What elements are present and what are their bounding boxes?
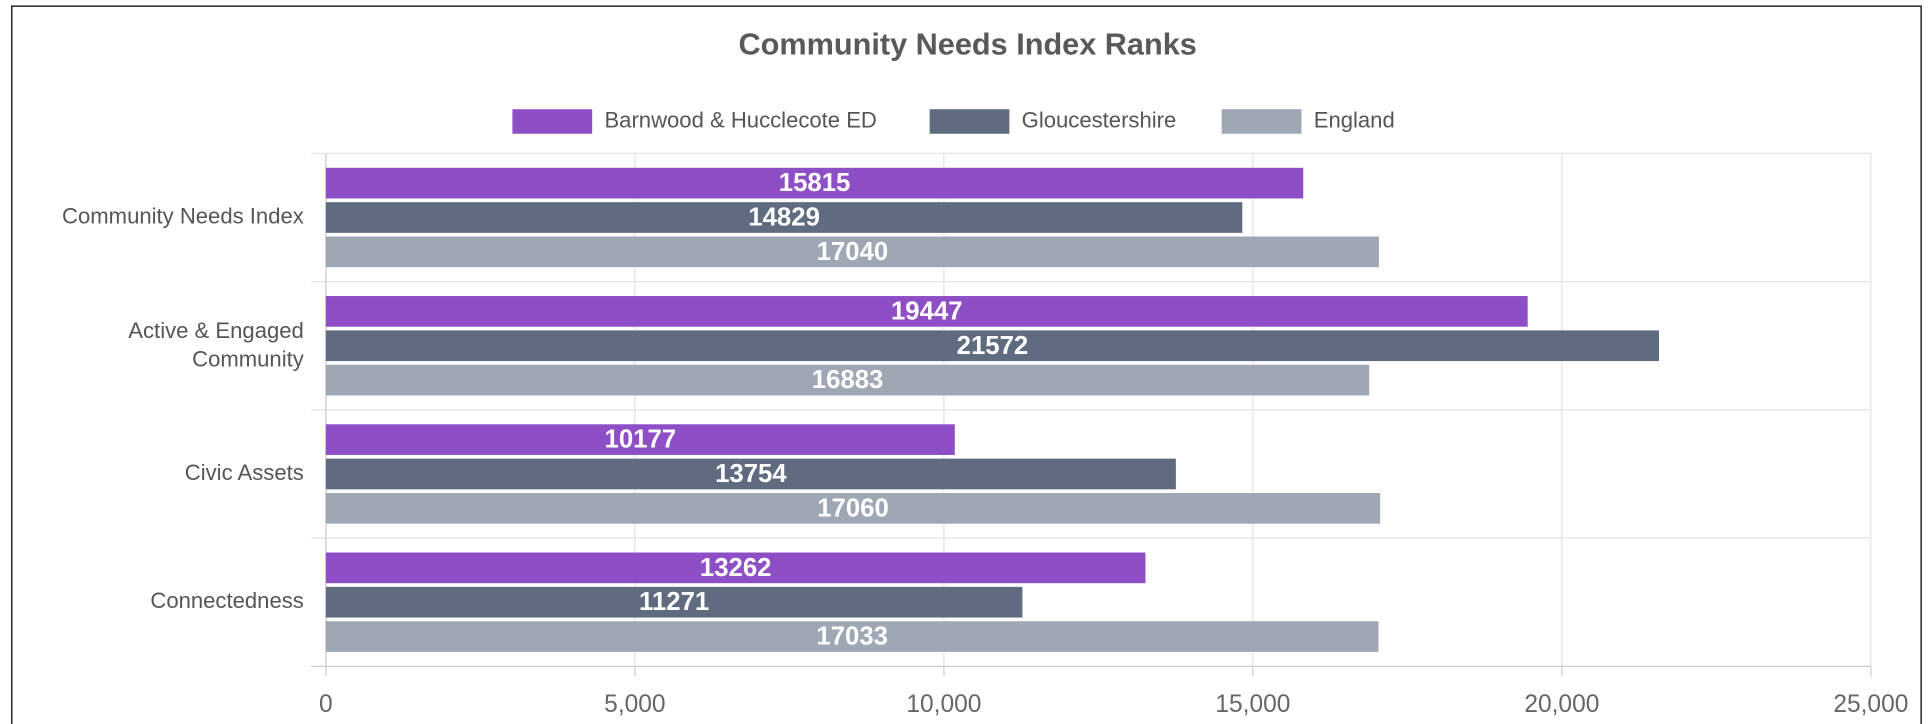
legend-label: Barnwood & Hucclecote ED bbox=[604, 107, 876, 132]
bar-value-label: 17040 bbox=[817, 238, 889, 266]
legend-swatch bbox=[512, 109, 593, 134]
bar-value-label: 13262 bbox=[700, 554, 772, 582]
bar bbox=[325, 202, 1243, 233]
bar bbox=[325, 296, 1528, 327]
bar bbox=[325, 492, 1381, 524]
bar bbox=[325, 458, 1176, 490]
x-tick-label: 15,000 bbox=[1215, 691, 1290, 718]
bar bbox=[325, 236, 1379, 268]
y-tick-label: Civic Assets bbox=[185, 460, 304, 485]
bar-value-label: 14829 bbox=[748, 204, 820, 232]
bar bbox=[325, 424, 955, 455]
bar-value-label: 19447 bbox=[891, 297, 963, 325]
bar bbox=[325, 330, 1659, 362]
legend-swatch bbox=[1221, 109, 1302, 134]
legend-label: England bbox=[1314, 107, 1395, 132]
bar-value-label: 15815 bbox=[779, 169, 851, 197]
bar bbox=[325, 552, 1146, 584]
x-tick-label: 20,000 bbox=[1524, 691, 1599, 718]
bar bbox=[325, 167, 1304, 199]
bar-value-label: 13754 bbox=[715, 460, 787, 488]
bar-value-label: 16883 bbox=[812, 366, 884, 394]
bar-value-label: 21572 bbox=[957, 332, 1029, 360]
bar-value-label: 17060 bbox=[817, 494, 889, 522]
legend-swatch bbox=[929, 109, 1010, 134]
bar bbox=[325, 621, 1379, 652]
bar bbox=[325, 364, 1370, 396]
bar bbox=[325, 586, 1023, 618]
legend-label: Gloucestershire bbox=[1022, 107, 1177, 132]
bar-value-label: 17033 bbox=[816, 623, 888, 651]
x-tick-label: 25,000 bbox=[1833, 691, 1908, 718]
y-tick-label: Active & Engaged Community bbox=[128, 318, 304, 371]
x-tick-label: 0 bbox=[319, 691, 333, 718]
bar-value-label: 11271 bbox=[639, 588, 709, 616]
bar-value-label: 10177 bbox=[605, 426, 677, 454]
x-tick-label: 5,000 bbox=[604, 691, 665, 718]
x-tick-label: 10,000 bbox=[906, 691, 981, 718]
chart-title: Community Needs Index Ranks bbox=[739, 28, 1197, 62]
y-tick-label: Connectedness bbox=[150, 588, 303, 613]
y-tick-label: Community Needs Index bbox=[62, 203, 304, 228]
